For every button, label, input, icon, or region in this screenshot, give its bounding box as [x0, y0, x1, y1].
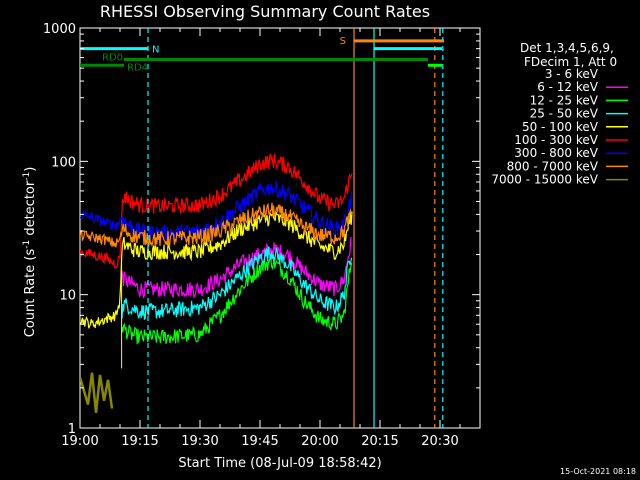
- series-group: [80, 28, 444, 428]
- x-tick-label: 20:30: [421, 434, 458, 449]
- legend-entry-label: 50 - 100 keV: [522, 120, 599, 134]
- legend-entry-label: 12 - 25 keV: [530, 93, 599, 107]
- x-tick-label: 20:15: [361, 434, 398, 449]
- annotation-label-0: N: [152, 45, 159, 56]
- y-axis-label-part: detector: [23, 180, 38, 240]
- annotation-label-2: RD4: [127, 63, 148, 74]
- legend-entry-label: 800 - 7000 keV: [507, 159, 599, 173]
- chart-title: RHESSI Observing Summary Count Rates: [100, 2, 430, 21]
- y-tick-label: 10: [59, 289, 76, 304]
- x-tick-label: 19:15: [121, 434, 158, 449]
- y-axis-label-sup: -1: [22, 240, 32, 249]
- y-tick-label: 100: [51, 155, 76, 170]
- x-tick-label: 19:45: [241, 434, 278, 449]
- y-axis-label-part: Count Rate (s: [23, 249, 38, 338]
- series-line-5: [80, 153, 353, 269]
- series-line-2: [121, 254, 353, 345]
- series-line-0: [121, 255, 353, 322]
- y-axis-label-sup: -1: [22, 172, 32, 181]
- legend-entry-label: 3 - 6 keV: [545, 67, 599, 81]
- y-axis-label: Count Rate (s-1 detector-1): [22, 167, 38, 338]
- plot-area: N RD0 RD4 S 19:00 19:15 19:30 19:45 20:00 20:15 20…: [43, 22, 481, 449]
- y-tick-label: 1000: [43, 22, 76, 37]
- series-line-7: [80, 202, 353, 248]
- legend-header-1: Det 1,3,4,5,6,9,: [520, 41, 614, 55]
- x-tick-label: 19:30: [181, 434, 218, 449]
- legend-entry-label: 25 - 50 keV: [530, 107, 599, 121]
- legend-entry-label: 7000 - 15000 keV: [491, 173, 598, 187]
- series-line-6: [80, 180, 353, 242]
- legend-entry-label: 300 - 800 keV: [514, 146, 598, 160]
- legend-entry-label: 100 - 300 keV: [514, 133, 598, 147]
- svg-text:Count Rate (s-1 detector-1): Count Rate (s-1 detector-1): [22, 167, 38, 338]
- annotation-label-1: RD0: [102, 52, 123, 63]
- y-axis-label-part: ): [23, 167, 38, 172]
- annotation-label-3: S: [340, 36, 346, 47]
- x-axis-label: Start Time (08-Jul-09 18:58:42): [178, 456, 381, 471]
- legend-header-2: FDecim 1, Att 0: [524, 55, 617, 69]
- x-tick-label: 20:00: [301, 434, 338, 449]
- series-line-1: [121, 237, 352, 300]
- series-line-3: [121, 246, 353, 321]
- legend-entry-label: 6 - 12 keV: [537, 80, 599, 94]
- y-tick-label: 1: [68, 422, 76, 437]
- series-line-8: [80, 372, 114, 413]
- footer-date: 15-Oct-2021 08:18: [560, 467, 636, 476]
- series-line-4: [80, 211, 353, 329]
- x-tick-label: 19:00: [61, 434, 98, 449]
